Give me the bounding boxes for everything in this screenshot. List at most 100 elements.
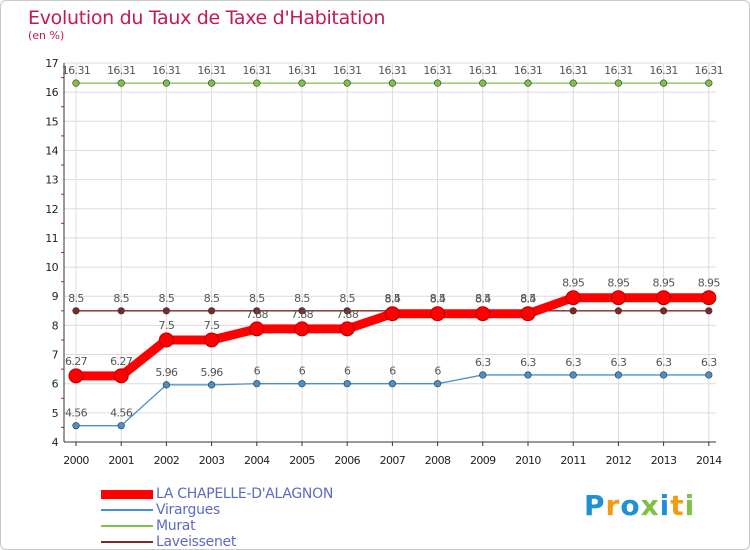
data-point — [479, 371, 487, 379]
data-label: 16.31 — [469, 64, 498, 77]
x-tick-label: 2007 — [380, 454, 406, 467]
data-point-main — [384, 306, 400, 322]
axes-layer: 4 5 6 7 8 9 10 11 12 13 14 15 16 17 2000 2001 2002 2003 20… — [45, 57, 723, 467]
data-point — [659, 307, 668, 315]
data-point — [343, 79, 351, 87]
x-tick-label: 2008 — [425, 454, 451, 467]
data-label: 16.31 — [107, 64, 136, 77]
x-tick-label: 2012 — [606, 454, 632, 467]
data-point-main — [68, 368, 84, 384]
x-tick-label: 2002 — [154, 454, 180, 467]
data-label: 6.27 — [110, 355, 133, 368]
x-tick-label: 2009 — [470, 454, 496, 467]
y-tick-label: 12 — [45, 203, 58, 216]
data-label: 16.31 — [559, 64, 588, 77]
logo-letter: P — [584, 489, 606, 522]
data-point — [524, 371, 532, 379]
data-label: 7.88 — [291, 308, 314, 321]
data-label: 16.31 — [378, 64, 407, 77]
logo-letter: o — [620, 489, 641, 522]
data-point — [388, 380, 397, 388]
data-point — [479, 79, 487, 87]
data-point — [72, 307, 80, 315]
data-label: 4.56 — [110, 407, 133, 420]
data-label: 4.56 — [65, 407, 88, 420]
data-label: 6.27 — [65, 355, 88, 368]
data-label: 16.31 — [604, 64, 633, 77]
data-label: 16.31 — [423, 64, 452, 77]
data-label: 6.3 — [656, 356, 672, 369]
data-point — [298, 307, 306, 315]
data-point — [343, 307, 351, 315]
data-label: 6.3 — [475, 356, 491, 369]
data-label: 8.95 — [562, 277, 585, 290]
data-label: 8.5 — [475, 292, 491, 305]
data-label: 6 — [254, 365, 261, 378]
data-point-main — [204, 332, 220, 348]
data-label: 6.3 — [701, 356, 717, 369]
y-tick-label: 15 — [45, 115, 58, 128]
data-point — [117, 422, 125, 430]
data-label: 8.5 — [159, 292, 175, 305]
data-label: 8.95 — [607, 277, 630, 290]
data-label: 8.5 — [430, 292, 446, 305]
y-tick-label: 10 — [45, 261, 58, 274]
data-point — [72, 79, 80, 87]
data-point — [117, 79, 125, 87]
data-label: 6.3 — [565, 356, 581, 369]
data-label: 8.95 — [698, 277, 721, 290]
data-point-main — [701, 290, 717, 306]
data-point-main — [158, 332, 174, 348]
data-point — [298, 79, 306, 87]
data-label: 6.3 — [520, 356, 536, 369]
data-point-main — [430, 306, 446, 322]
x-tick-label: 2014 — [696, 454, 722, 467]
data-label: 6.3 — [611, 356, 627, 369]
data-point — [117, 307, 125, 315]
data-point — [298, 380, 306, 388]
y-tick-label: 14 — [45, 144, 58, 157]
data-label: 6 — [434, 365, 441, 378]
x-tick-label: 2006 — [334, 454, 360, 467]
y-tick-label: 13 — [45, 174, 58, 187]
y-tick-label: 9 — [52, 290, 59, 303]
data-label: 16.31 — [695, 64, 724, 77]
y-tick-label: 8 — [52, 319, 59, 332]
data-label: 6 — [389, 365, 396, 378]
data-label: 16.31 — [288, 64, 317, 77]
data-label: 16.31 — [197, 64, 226, 77]
series-layer — [68, 79, 717, 430]
data-label: 8.5 — [68, 292, 84, 305]
data-point — [569, 371, 577, 379]
data-point-main — [294, 321, 310, 337]
y-tick-label: 5 — [52, 407, 59, 420]
data-point — [659, 79, 668, 87]
data-point-main — [520, 306, 536, 322]
data-label: 16.31 — [333, 64, 362, 77]
data-point — [659, 371, 668, 379]
data-point — [705, 79, 713, 87]
data-label: 7.5 — [204, 319, 220, 332]
data-point — [434, 380, 442, 388]
y-tick-label: 17 — [45, 57, 58, 70]
data-point-main — [656, 290, 672, 306]
data-label: 16.31 — [514, 64, 543, 77]
data-label: 8.4 — [430, 293, 446, 306]
data-label: 5.96 — [155, 366, 178, 379]
data-labels-layer: 16.31 16.31 16.31 16.31 16.31 16.31 16.31 16.31… — [62, 64, 724, 420]
x-tick-label: 2004 — [244, 454, 270, 467]
data-point-main — [249, 321, 265, 337]
data-point — [434, 79, 442, 87]
data-label: 8.5 — [520, 292, 536, 305]
data-point — [614, 79, 623, 87]
data-label: 16.31 — [152, 64, 181, 77]
data-label: 8.5 — [204, 292, 220, 305]
y-tick-label: 11 — [45, 232, 58, 245]
data-label: 7.88 — [246, 308, 269, 321]
logo-letter: t — [670, 489, 685, 522]
data-point — [569, 79, 577, 87]
data-label: 6 — [299, 365, 306, 378]
data-point — [524, 79, 532, 87]
data-point — [208, 307, 216, 315]
